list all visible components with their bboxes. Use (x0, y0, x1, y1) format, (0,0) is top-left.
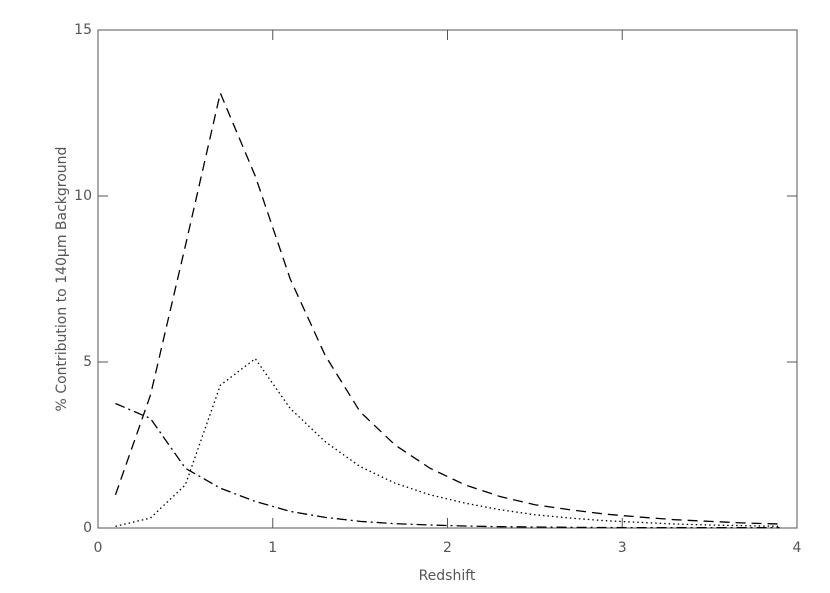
plot-frame (97, 29, 798, 529)
x-tick-label: 1 (268, 540, 277, 556)
x-tick-label: 3 (618, 540, 627, 556)
y-axis-label: % Contribution to 140μm Background (54, 147, 70, 412)
x-tick-label: 2 (443, 540, 452, 556)
x-tick-label: 4 (793, 540, 802, 556)
y-tick-label: 15 (74, 22, 92, 38)
x-axis-label: Redshift (419, 568, 476, 584)
data-line (114, 90, 780, 525)
y-tick-label: 10 (74, 188, 92, 204)
data-line (115, 402, 780, 529)
y-tick-label: 0 (83, 520, 92, 536)
x-tick-label: 0 (94, 540, 103, 556)
data-line (115, 357, 780, 527)
y-tick-label: 5 (83, 354, 92, 370)
